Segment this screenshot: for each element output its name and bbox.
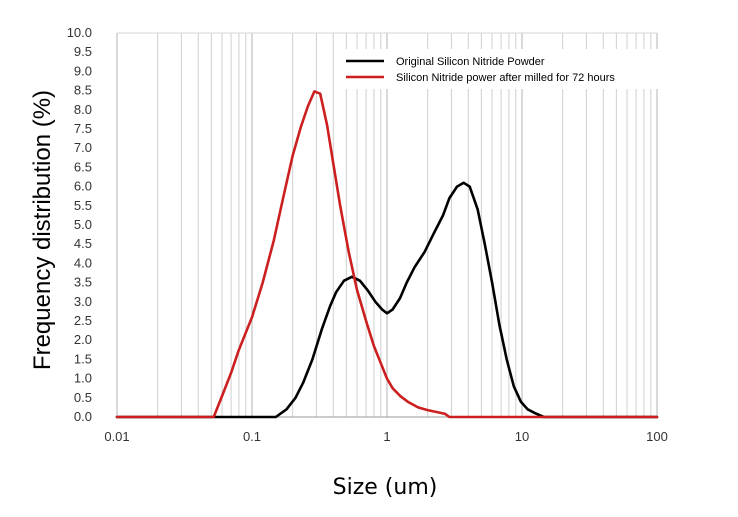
x-tick-label: 100 xyxy=(646,429,668,444)
y-tick-label: 8.0 xyxy=(74,102,92,117)
x-tick-label: 0.1 xyxy=(243,429,261,444)
y-tick-label: 9.0 xyxy=(74,63,92,78)
y-tick-label: 1.0 xyxy=(74,371,92,386)
y-tick-label: 0.0 xyxy=(74,409,92,424)
y-tick-label: 0.5 xyxy=(74,390,92,405)
legend-label-milled: Silicon Nitride power after milled for 7… xyxy=(396,72,615,84)
y-tick-label: 10.0 xyxy=(67,25,92,40)
x-tick-label: 1 xyxy=(383,429,390,444)
y-tick-label: 6.0 xyxy=(74,179,92,194)
y-axis-label: Frequency distribution (%) xyxy=(29,90,56,370)
y-tick-label: 4.0 xyxy=(74,255,92,270)
y-tick-label: 1.5 xyxy=(74,351,92,366)
y-tick-label: 3.0 xyxy=(74,294,92,309)
y-tick-label: 4.5 xyxy=(74,236,92,251)
y-tick-label: 5.0 xyxy=(74,217,92,232)
y-tick-label: 9.5 xyxy=(74,44,92,59)
legend-box xyxy=(340,49,658,89)
y-tick-label: 8.5 xyxy=(74,83,92,98)
y-tick-label: 3.5 xyxy=(74,275,92,290)
series-line-milled xyxy=(115,90,659,419)
y-tick-labels: 0.0 0.5 1.0 1.5 2.0 2.5 3.0 3.5 4.0 4.5 5.0 5.5 6.0 6… xyxy=(67,25,92,424)
y-tick-label: 5.5 xyxy=(74,198,92,213)
series-lines xyxy=(115,90,659,419)
x-tick-label: 10 xyxy=(515,429,529,444)
grid-lines xyxy=(116,32,658,418)
y-tick-label: 7.0 xyxy=(74,140,92,155)
y-tick-label: 6.5 xyxy=(74,159,92,174)
x-tick-labels: 0.01 0.1 1 10 100 xyxy=(104,429,668,444)
series-line-original xyxy=(115,181,659,419)
y-tick-label: 2.5 xyxy=(74,313,92,328)
x-axis-label: Size (um) xyxy=(333,475,438,500)
legend-label-original: Original Silicon Nitride Powder xyxy=(396,56,545,68)
y-tick-label: 2.0 xyxy=(74,332,92,347)
legend: Original Silicon Nitride Powder Silicon … xyxy=(340,49,658,89)
y-tick-label: 7.5 xyxy=(74,121,92,136)
x-tick-label: 0.01 xyxy=(104,429,129,444)
